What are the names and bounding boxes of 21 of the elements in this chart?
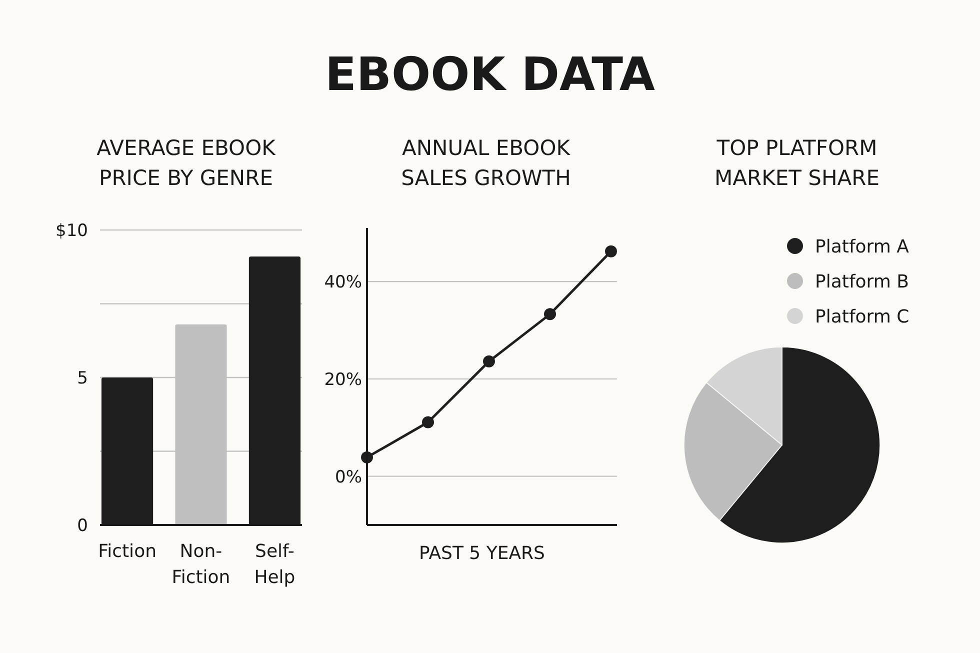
x-tick-label: Self-Help xyxy=(254,541,296,588)
legend-label: Platform B xyxy=(815,271,909,292)
chart-title: TOP PLATFORM MARKET SHARE xyxy=(714,136,880,190)
y-tick-label: 5 xyxy=(77,368,88,388)
x-tick-label: Fiction xyxy=(98,541,156,562)
y-tick-label: $10 xyxy=(56,220,88,241)
legend-label: Platform C xyxy=(815,306,910,328)
point xyxy=(483,355,495,368)
point xyxy=(544,308,556,320)
y-tick-label: 40% xyxy=(324,272,362,293)
y-tick-label: 0% xyxy=(335,467,362,488)
text: EBOOK DATA xyxy=(325,47,656,101)
x-tick-label: Non-Fiction xyxy=(172,541,230,588)
chart-title: AVERAGE EBOOK PRICE BY GENRE xyxy=(96,136,277,190)
x-axis-title: PAST 5 YEARS xyxy=(419,543,545,564)
point xyxy=(422,416,434,428)
legend-label: Platform A xyxy=(815,236,910,258)
y-tick-label: 20% xyxy=(324,370,362,390)
y-tick-label: 0 xyxy=(77,516,88,536)
chart-title: ANNUAL EBOOK SALES GROWTH xyxy=(401,136,572,190)
point xyxy=(605,245,617,258)
